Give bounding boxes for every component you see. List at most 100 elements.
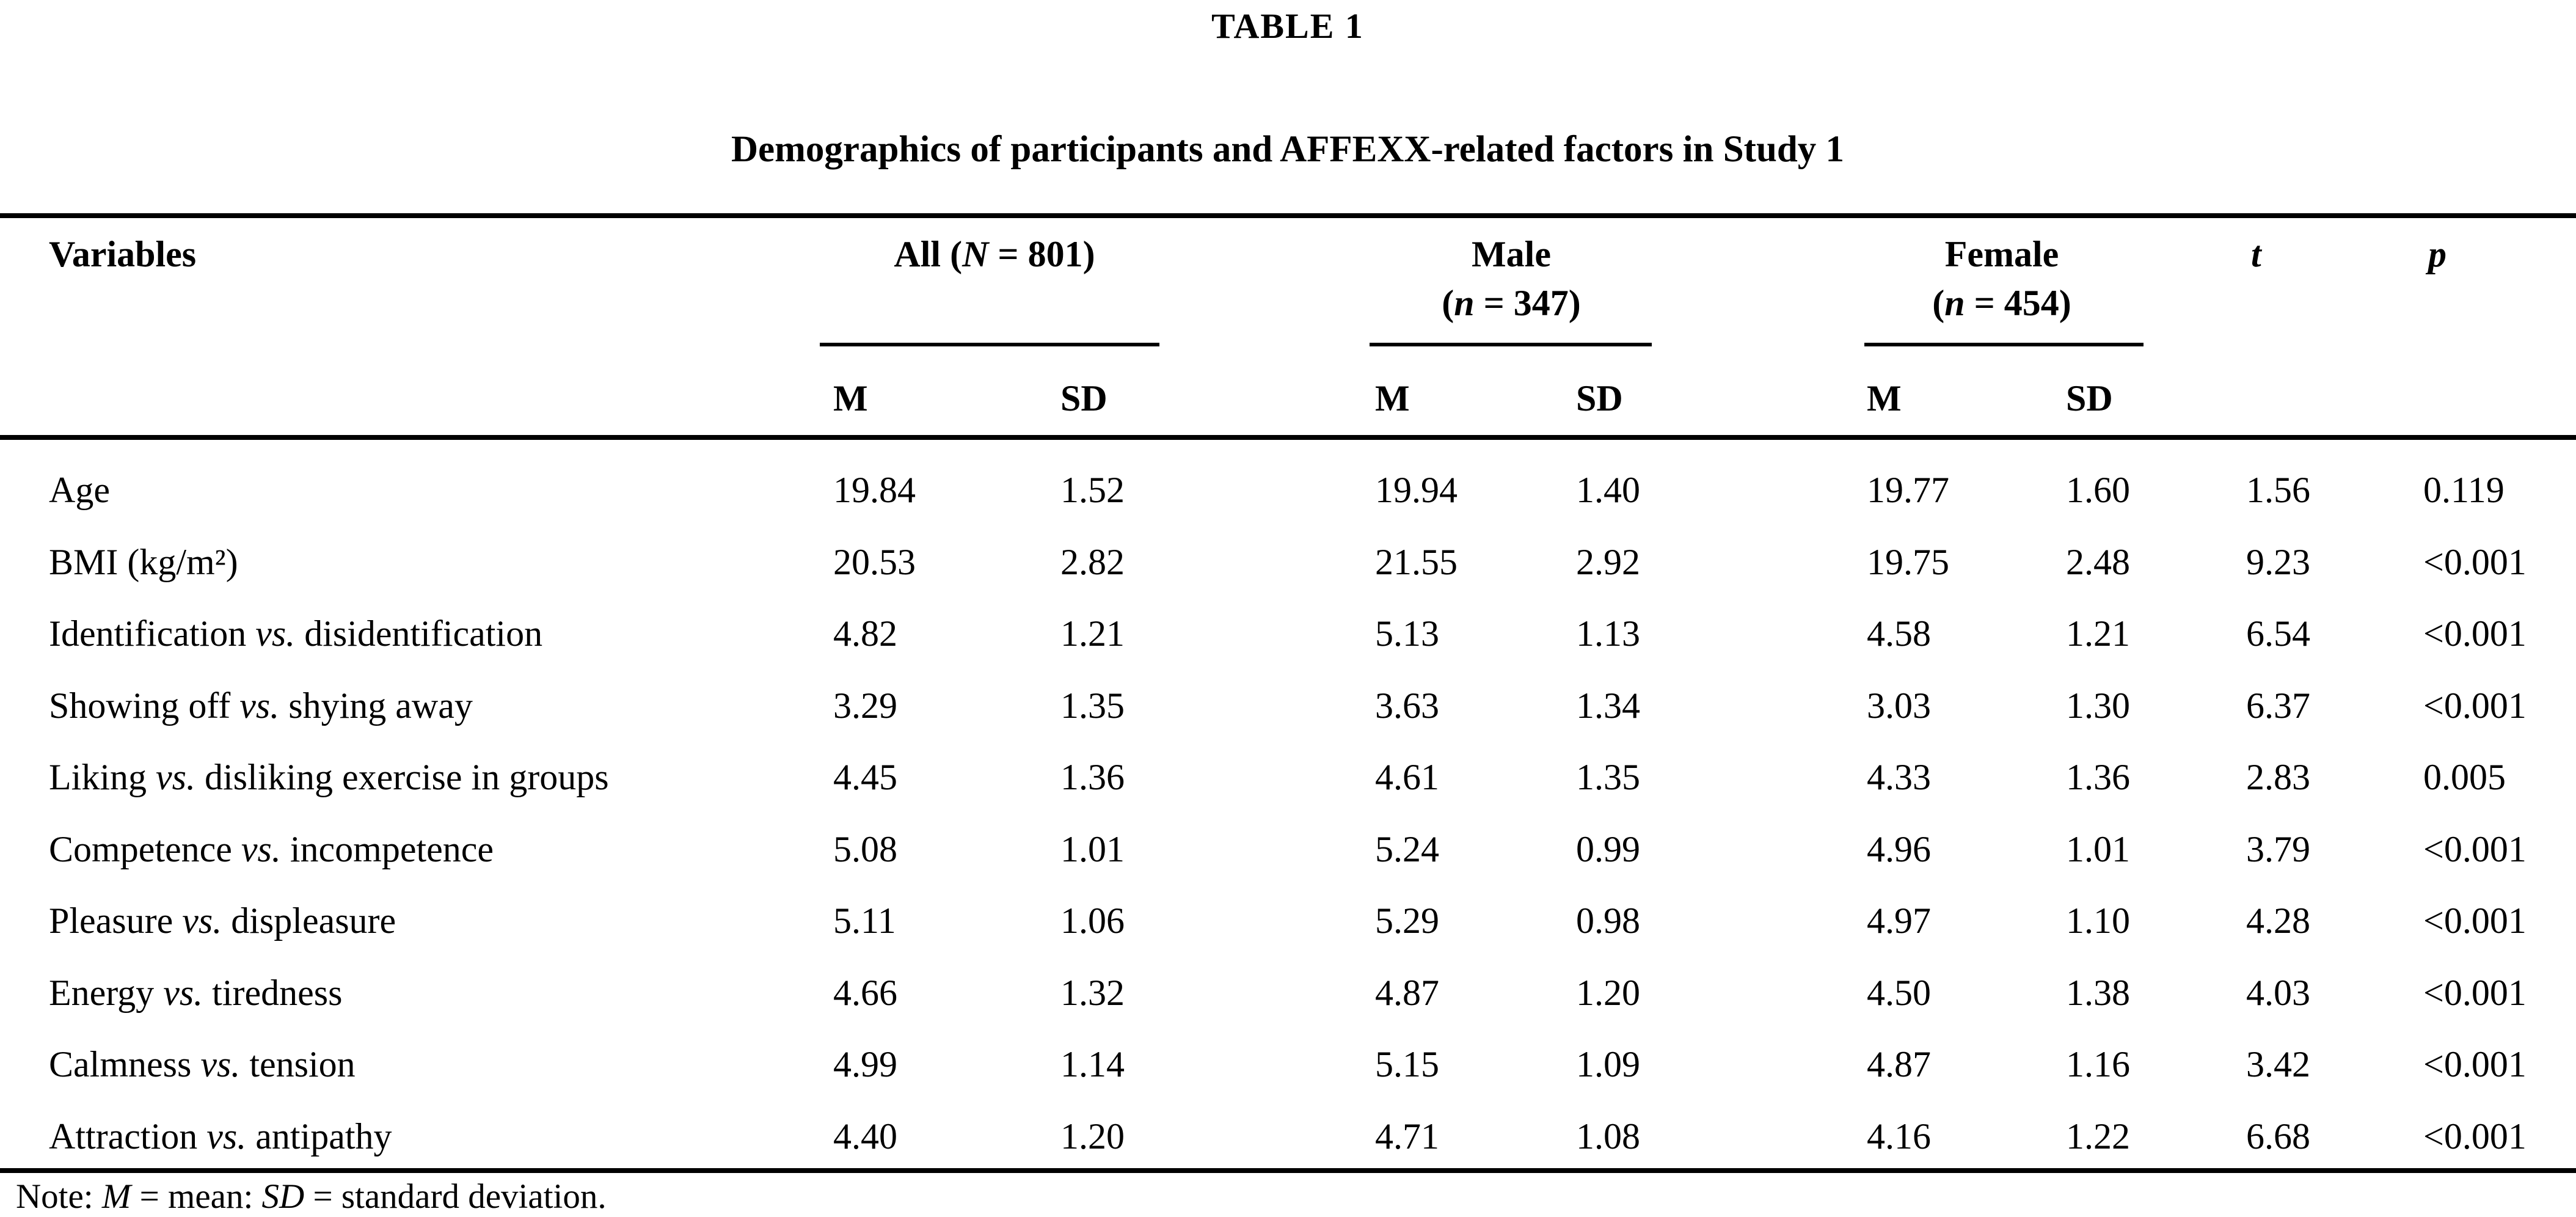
t-value: 3.79	[2246, 829, 2310, 869]
all-mean-value: 4.82	[833, 613, 897, 654]
all-sd-value: 1.52	[1060, 470, 1125, 510]
note-sd-symbol: SD	[261, 1177, 305, 1216]
column-header-t: t	[2251, 234, 2261, 274]
all-sd-value: 1.36	[1060, 757, 1125, 797]
variable-label: Attraction vs. antipathy	[49, 1116, 392, 1157]
all-sd-value: 1.06	[1060, 901, 1125, 941]
column-header-p: p	[2428, 234, 2446, 274]
table-row: Liking vs. disliking exercise in groups …	[0, 759, 2576, 831]
female-sd-value: 1.60	[2066, 470, 2130, 510]
group-female-n-symbol: n	[1944, 283, 1965, 323]
variable-label: Competence vs. incompetence	[49, 829, 494, 869]
all-mean-value: 4.66	[833, 973, 897, 1013]
female-sd-value: 1.10	[2066, 901, 2130, 941]
table-bottom-rule	[0, 1168, 2576, 1173]
vs-italic: vs.	[239, 685, 280, 726]
table-row: Showing off vs. shying away 3.29 1.35 3.…	[0, 687, 2576, 759]
male-mean-value: 4.87	[1375, 973, 1439, 1013]
all-sd-value: 2.82	[1060, 542, 1125, 582]
all-mean-value: 4.45	[833, 757, 897, 797]
male-sd-value: 0.98	[1576, 901, 1640, 941]
subheader-female-m: M	[1867, 378, 1902, 418]
female-mean-value: 4.50	[1867, 973, 1931, 1013]
variable-label: Calmness vs. tension	[49, 1044, 356, 1084]
t-value: 9.23	[2246, 542, 2310, 582]
male-sd-value: 1.34	[1576, 685, 1640, 726]
table-number-label: TABLE 1	[1211, 6, 1364, 46]
all-sd-value: 1.21	[1060, 613, 1125, 654]
header-separator-rule	[0, 435, 2576, 440]
p-value: 0.005	[2423, 757, 2506, 797]
variable-label: Liking vs. disliking exercise in groups	[49, 757, 609, 797]
male-mean-value: 5.24	[1375, 829, 1439, 869]
vs-italic: vs.	[255, 613, 296, 654]
table-title: Demographics of participants and AFFEXX-…	[731, 129, 1845, 170]
table-top-rule	[0, 213, 2576, 218]
table-row: BMI (kg/m²) 20.53 2.82 21.55 2.92 19.75 …	[0, 544, 2576, 616]
t-value: 6.54	[2246, 613, 2310, 654]
all-sd-value: 1.01	[1060, 829, 1125, 869]
all-mean-value: 5.11	[833, 901, 896, 941]
group-all-n-symbol: N	[962, 234, 989, 274]
female-mean-value: 4.58	[1867, 613, 1931, 654]
male-mean-value: 5.15	[1375, 1044, 1439, 1084]
group-female-post: = 454)	[1965, 283, 2071, 323]
all-sd-value: 1.14	[1060, 1044, 1125, 1084]
all-sd-value: 1.20	[1060, 1116, 1125, 1157]
male-mean-value: 3.63	[1375, 685, 1439, 726]
male-mean-value: 21.55	[1375, 542, 1458, 582]
female-mean-value: 19.75	[1867, 542, 1949, 582]
group-male-pre: (	[1442, 283, 1454, 323]
group-male-underline	[1370, 343, 1652, 346]
variable-label: Age	[49, 470, 110, 510]
group-all-underline	[820, 343, 1159, 346]
female-mean-value: 3.03	[1867, 685, 1931, 726]
t-value: 4.03	[2246, 973, 2310, 1013]
male-mean-value: 4.61	[1375, 757, 1439, 797]
vs-italic: vs.	[241, 829, 281, 869]
male-sd-value: 1.20	[1576, 973, 1640, 1013]
column-group-male: Male	[1472, 234, 1551, 274]
table-row: Calmness vs. tension 4.99 1.14 5.15 1.09…	[0, 1046, 2576, 1118]
note-text: = mean:	[131, 1177, 262, 1216]
p-value: <0.001	[2423, 1044, 2527, 1084]
p-value: <0.001	[2423, 973, 2527, 1013]
male-mean-value: 19.94	[1375, 470, 1458, 510]
all-mean-value: 20.53	[833, 542, 916, 582]
t-value: 1.56	[2246, 470, 2310, 510]
all-mean-value: 5.08	[833, 829, 897, 869]
female-sd-value: 2.48	[2066, 542, 2130, 582]
male-sd-value: 1.35	[1576, 757, 1640, 797]
t-value: 6.37	[2246, 685, 2310, 726]
female-sd-value: 1.21	[2066, 613, 2130, 654]
table-row: Competence vs. incompetence 5.08 1.01 5.…	[0, 831, 2576, 903]
male-sd-value: 0.99	[1576, 829, 1640, 869]
p-value: <0.001	[2423, 613, 2527, 654]
female-mean-value: 19.77	[1867, 470, 1949, 510]
column-group-all: All (N = 801)	[894, 236, 1095, 272]
all-mean-value: 3.29	[833, 685, 897, 726]
column-header-variables: Variables	[49, 234, 197, 274]
p-value: <0.001	[2423, 542, 2527, 582]
note-m-symbol: M	[101, 1177, 131, 1216]
vs-italic: vs.	[182, 901, 222, 941]
table-row: Energy vs. tiredness 4.66 1.32 4.87 1.20…	[0, 974, 2576, 1047]
female-sd-value: 1.01	[2066, 829, 2130, 869]
column-group-female-n: (n = 454)	[1932, 285, 2071, 321]
female-sd-value: 1.16	[2066, 1044, 2130, 1084]
all-mean-value: 4.40	[833, 1116, 897, 1157]
t-value: 6.68	[2246, 1116, 2310, 1157]
subheader-all-m: M	[833, 378, 868, 418]
all-sd-value: 1.35	[1060, 685, 1125, 726]
male-mean-value: 5.13	[1375, 613, 1439, 654]
male-sd-value: 1.40	[1576, 470, 1640, 510]
vs-italic: vs.	[156, 757, 195, 797]
male-sd-value: 1.08	[1576, 1116, 1640, 1157]
female-mean-value: 4.87	[1867, 1044, 1931, 1084]
vs-italic: vs.	[200, 1044, 241, 1084]
female-sd-value: 1.30	[2066, 685, 2130, 726]
table-row: Age 19.84 1.52 19.94 1.40 19.77 1.60 1.5…	[0, 472, 2576, 544]
variable-label: Showing off vs. shying away	[49, 685, 473, 726]
column-group-female: Female	[1944, 234, 2059, 274]
group-male-n-symbol: n	[1454, 283, 1475, 323]
